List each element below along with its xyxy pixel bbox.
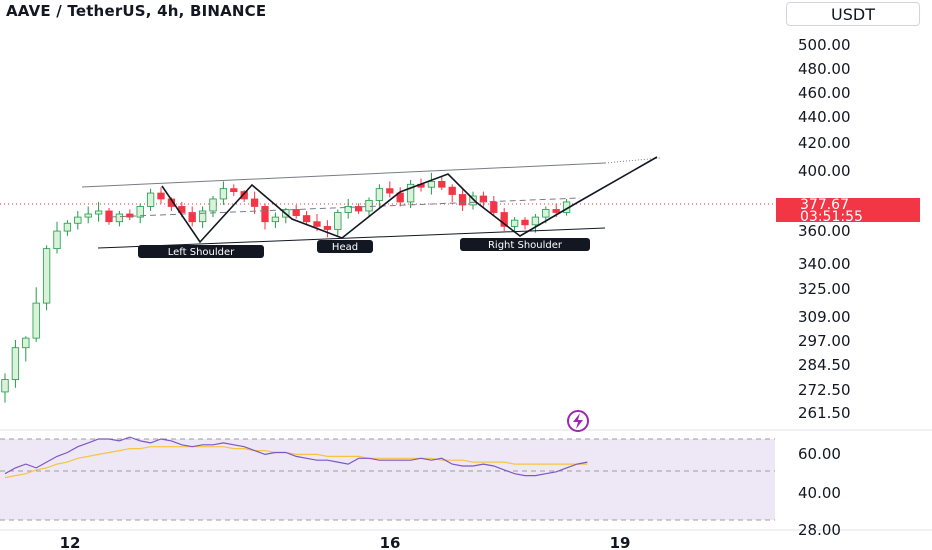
price-label: 261.50 xyxy=(798,404,851,422)
right-shoulder-label-bg xyxy=(460,238,590,251)
channel-lower-line xyxy=(97,227,606,249)
candle-down xyxy=(490,201,498,213)
price-label: 420.00 xyxy=(798,134,851,152)
price-label: 272.50 xyxy=(798,381,851,399)
candle-up xyxy=(427,181,436,188)
time-label: 16 xyxy=(380,534,401,550)
candle-down xyxy=(448,186,456,195)
candle-down xyxy=(552,209,560,213)
current-price-value: 377.67 xyxy=(800,197,849,213)
candle-down xyxy=(354,206,363,212)
candle-down xyxy=(500,212,508,227)
price-label: 325.00 xyxy=(798,280,851,298)
candle-up xyxy=(344,206,352,213)
candle-down xyxy=(479,195,488,203)
rsi-axis-label: 40.00 xyxy=(798,484,841,502)
candle-down xyxy=(396,192,404,203)
candle-up xyxy=(32,302,40,339)
head-label: Head xyxy=(332,242,358,253)
neckline xyxy=(109,197,581,218)
price-label: 360.00 xyxy=(798,222,851,240)
candle-down xyxy=(386,188,394,194)
price-label: 297.00 xyxy=(798,332,851,350)
countdown-timer: 03:51:55 xyxy=(800,209,863,225)
candle-down xyxy=(438,181,446,188)
candle-up xyxy=(209,198,217,212)
candle-up xyxy=(406,183,415,203)
rsi-ma-line xyxy=(4,446,588,479)
channel-upper-line xyxy=(81,162,606,188)
right-shoulder-label: Right Shoulder xyxy=(488,240,563,251)
rsi-line xyxy=(4,436,588,477)
candle-up xyxy=(1,379,9,393)
candle-up xyxy=(84,213,92,218)
candle-down xyxy=(261,206,269,223)
rsi-band xyxy=(0,439,775,520)
candle-up xyxy=(53,230,61,250)
candle-up xyxy=(198,210,207,223)
candle-up xyxy=(42,248,51,304)
candle-up xyxy=(510,219,519,227)
candle-down xyxy=(250,198,259,207)
left-shoulder-label-bg xyxy=(138,245,264,258)
candle-up xyxy=(74,216,82,224)
candle-up xyxy=(469,195,477,206)
candle-up xyxy=(531,216,540,226)
price-label: 400.00 xyxy=(798,162,851,180)
time-label: 12 xyxy=(60,534,81,550)
candle-up xyxy=(365,200,373,212)
candle-down xyxy=(302,215,311,223)
lightning-icon[interactable] xyxy=(567,410,589,432)
chart-title: AAVE / TetherUS, 4h, BINANCE xyxy=(6,2,267,20)
candle-down xyxy=(157,192,165,200)
price-label: 500.00 xyxy=(798,36,851,54)
time-label: 19 xyxy=(610,534,631,550)
candle-up xyxy=(375,188,384,201)
current-price-badge: 377.67 03:51:55 xyxy=(776,197,920,225)
candle-up xyxy=(94,210,103,215)
price-label: 340.00 xyxy=(798,255,851,273)
candle-up xyxy=(115,213,124,223)
channel-upper-projection xyxy=(604,157,661,164)
rsi-axis-label: 60.00 xyxy=(798,445,841,463)
candle-up xyxy=(11,347,20,380)
candle-up xyxy=(334,212,342,230)
rsi-axis-label: 28.00 xyxy=(798,521,841,539)
candle-down xyxy=(458,194,467,206)
left-shoulder-label: Left Shoulder xyxy=(168,247,235,258)
candle-up xyxy=(63,222,72,232)
price-label: 284.50 xyxy=(798,356,851,374)
candle-up xyxy=(542,209,550,218)
candle-up xyxy=(219,188,228,200)
candle-up xyxy=(136,206,144,218)
pattern-zigzag xyxy=(161,156,658,244)
price-label: 440.00 xyxy=(798,108,851,126)
candle-down xyxy=(240,191,248,200)
currency-button[interactable]: USDT xyxy=(786,2,920,26)
candle-down xyxy=(313,221,321,227)
candle-down xyxy=(230,188,238,192)
price-label: 309.00 xyxy=(798,308,851,326)
candle-down xyxy=(105,210,113,223)
candle-down xyxy=(323,225,332,230)
candles-group xyxy=(1,172,571,403)
price-label: 460.00 xyxy=(798,84,851,102)
candle-down xyxy=(188,212,196,223)
candle-down xyxy=(126,213,134,218)
candle-down xyxy=(292,209,300,216)
candle-up xyxy=(271,216,280,223)
candle-down xyxy=(521,219,529,226)
price-label: 480.00 xyxy=(798,60,851,78)
candle-up xyxy=(22,337,30,349)
candle-up xyxy=(146,192,155,207)
head-label-bg xyxy=(317,240,373,253)
